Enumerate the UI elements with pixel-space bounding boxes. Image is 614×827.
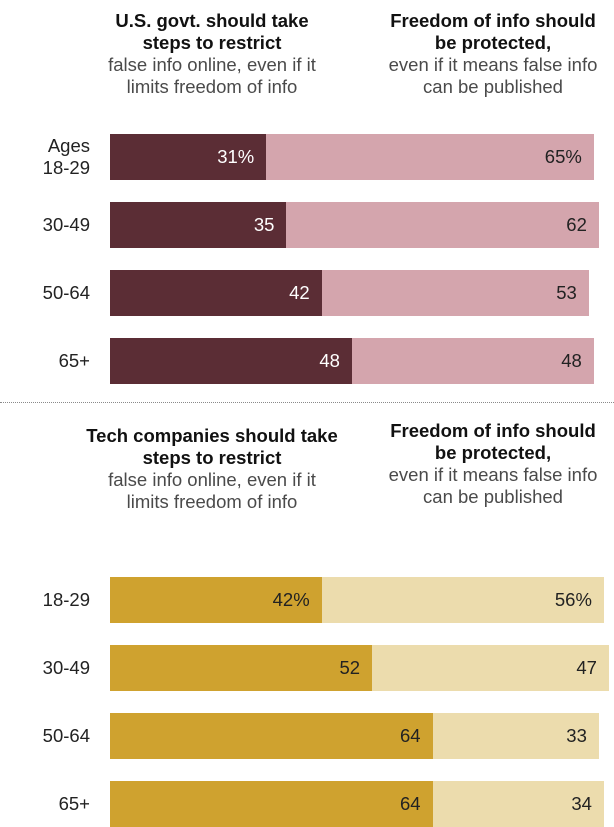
- data-label: 48: [319, 350, 340, 371]
- age-label: 65+: [0, 781, 90, 827]
- bar-row: 50-64 42 53: [0, 270, 614, 316]
- bar-row: 65+ 48 48: [0, 338, 614, 384]
- age-label: 50-64: [0, 270, 90, 316]
- bar-row: 65+ 64 34: [0, 781, 614, 827]
- bar-row: 30-49 35 62: [0, 202, 614, 248]
- bar-segment-restrict: 35: [110, 202, 287, 248]
- age-label: Ages 18-29: [0, 134, 90, 180]
- stacked-bar: 42% 56%: [110, 577, 604, 623]
- bar-segment-freedom: 62: [286, 202, 599, 248]
- data-label: 53: [556, 282, 577, 303]
- age-label: 30-49: [0, 202, 90, 248]
- tech-header-left-bold: Tech companies should take steps to rest…: [86, 425, 338, 468]
- tech-header-right-bold: Freedom of info should be protected: [390, 420, 596, 463]
- age-label-text: 30-49: [42, 657, 90, 678]
- bar-segment-freedom: 53: [321, 270, 589, 316]
- bar-segment-restrict: 48: [110, 338, 352, 384]
- bar-segment-restrict: 42%: [110, 577, 322, 623]
- age-prefix: Ages: [47, 135, 90, 156]
- data-label: 42: [289, 282, 310, 303]
- bar-segment-freedom: 56%: [321, 577, 604, 623]
- govt-header-left: U.S. govt. should take steps to restrict…: [78, 10, 346, 98]
- data-label: 48: [561, 350, 582, 371]
- stacked-bar: 31% 65%: [110, 134, 594, 180]
- bar-segment-restrict: 31%: [110, 134, 267, 180]
- data-label: 34: [571, 793, 592, 814]
- age-label-text: 18-29: [42, 589, 90, 610]
- stacked-bar: 35 62: [110, 202, 599, 248]
- tech-header-right: Freedom of info should be protected, eve…: [372, 420, 614, 508]
- data-label: 64: [399, 793, 421, 814]
- stacked-bar: 64 34: [110, 781, 604, 827]
- tech-header-left: Tech companies should take steps to rest…: [78, 425, 346, 513]
- bar-segment-freedom: 33: [432, 713, 599, 759]
- bar-segment-freedom: 48: [351, 338, 594, 384]
- bar-segment-freedom: 34: [432, 781, 604, 827]
- govt-header-right-bold: Freedom of info should be protected: [390, 10, 596, 53]
- govt-panel: U.S. govt. should take steps to restrict…: [0, 0, 614, 395]
- age-label-text: 65+: [58, 793, 90, 814]
- data-label: 52: [339, 657, 361, 678]
- bar-row: 50-64 64 33: [0, 713, 614, 759]
- age-label-text: 50-64: [42, 725, 90, 746]
- age-label-text: Ages 18-29: [43, 135, 90, 179]
- age-label-text: 50-64: [42, 282, 90, 303]
- stacked-bar: 42 53: [110, 270, 589, 316]
- age-label: 18-29: [0, 577, 90, 623]
- data-label: 47: [576, 657, 597, 678]
- govt-header-right-boldwrap: Freedom of info should be protected,: [378, 10, 608, 54]
- stacked-bar: 48 48: [110, 338, 594, 384]
- bar-row: 18-29 42% 56%: [0, 577, 614, 623]
- data-label: 64: [399, 725, 421, 746]
- panel-divider: [0, 402, 614, 403]
- data-label: 42%: [272, 589, 310, 610]
- bar-segment-restrict: 52: [110, 645, 373, 691]
- age-label: 30-49: [0, 645, 90, 691]
- age-label-text: 65+: [58, 350, 90, 371]
- tech-header-right-normal: even if it means false info can be publi…: [388, 464, 598, 507]
- bar-row: 30-49 52 47: [0, 645, 614, 691]
- data-label: 33: [566, 725, 587, 746]
- data-label: 31%: [217, 146, 255, 167]
- bar-segment-restrict: 64: [110, 781, 433, 827]
- bar-segment-freedom: 65%: [266, 134, 594, 180]
- tech-header-left-normal: false info online, even if it limits fre…: [108, 469, 316, 512]
- stacked-bar: 64 33: [110, 713, 599, 759]
- govt-header-right-normal: even if it means false info can be publi…: [388, 54, 598, 97]
- govt-header-left-normal: false info online, even if it limits fre…: [108, 54, 316, 97]
- bar-segment-restrict: 64: [110, 713, 433, 759]
- bar-segment-freedom: 47: [372, 645, 609, 691]
- data-label: 35: [253, 214, 275, 235]
- age-label: 65+: [0, 338, 90, 384]
- tech-panel: Tech companies should take steps to rest…: [0, 401, 614, 827]
- govt-header-right: Freedom of info should be protected, eve…: [372, 10, 614, 98]
- age-label-text: 30-49: [42, 214, 90, 235]
- age-category: 18-29: [42, 157, 90, 178]
- data-label: 65%: [544, 146, 582, 167]
- bar-row: Ages 18-29 31% 65%: [0, 134, 614, 180]
- stacked-bar: 52 47: [110, 645, 609, 691]
- age-label: 50-64: [0, 713, 90, 759]
- govt-header-right-comma: ,: [545, 32, 552, 53]
- data-label: 62: [566, 214, 587, 235]
- data-label: 56%: [554, 589, 592, 610]
- govt-header-left-bold: U.S. govt. should take steps to restrict: [115, 10, 309, 53]
- tech-header-right-boldwrap: Freedom of info should be protected,: [378, 420, 608, 464]
- bar-segment-restrict: 42: [110, 270, 322, 316]
- tech-header-right-comma: ,: [545, 442, 552, 463]
